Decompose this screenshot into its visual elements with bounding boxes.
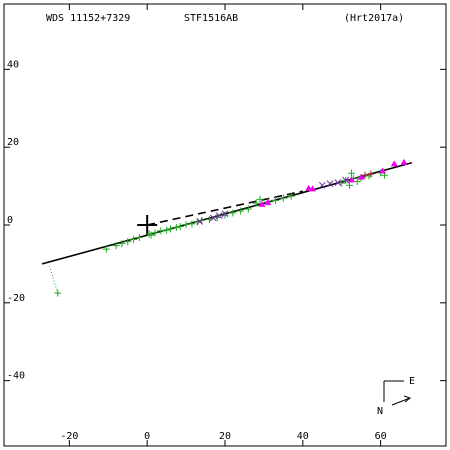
compass: E N <box>377 376 415 417</box>
y-tick-label: -20 <box>7 293 25 304</box>
data-point <box>326 180 334 188</box>
header-name: STF1516AB <box>184 13 238 24</box>
data-point <box>130 235 138 243</box>
compass-east-label: E <box>409 376 415 387</box>
data-point <box>221 210 229 218</box>
data-point <box>244 205 252 213</box>
orbit-lines <box>41 161 412 294</box>
data-point <box>172 223 180 231</box>
data-point <box>54 289 62 297</box>
data-marks <box>54 158 408 297</box>
data-point <box>338 179 346 187</box>
data-point <box>400 158 408 165</box>
axis-ticks: -20 0 20 40 60 -40 -20 0 20 40 <box>4 4 446 446</box>
data-point <box>318 181 326 189</box>
data-point <box>209 214 217 222</box>
data-point <box>379 167 387 174</box>
data-point <box>188 220 196 228</box>
data-point <box>176 223 184 231</box>
data-point <box>357 173 365 180</box>
data-point <box>135 233 143 241</box>
residual-line <box>48 264 59 294</box>
data-point <box>309 185 317 192</box>
data-point <box>229 209 237 217</box>
data-point <box>347 169 355 177</box>
data-point <box>258 200 266 207</box>
data-point <box>163 226 171 234</box>
x-tick-label: 60 <box>375 431 387 442</box>
data-point <box>342 176 349 184</box>
y-tick-label: 40 <box>7 59 19 70</box>
data-point <box>157 227 165 235</box>
data-point <box>361 171 369 179</box>
data-point <box>279 194 287 202</box>
compass-arrowhead-icon <box>403 395 412 403</box>
data-point <box>346 181 354 189</box>
data-point <box>118 240 126 248</box>
y-tick-label: -40 <box>7 371 25 382</box>
data-point <box>151 229 159 237</box>
plot-frame <box>3 3 447 447</box>
data-point <box>112 242 120 250</box>
dashed-line <box>147 190 303 226</box>
data-point <box>221 211 229 219</box>
data-point <box>167 225 175 233</box>
x-tick-label: 20 <box>219 431 231 442</box>
data-point <box>102 245 110 253</box>
compass-north-label: N <box>377 406 383 417</box>
y-tick-label: 0 <box>7 215 13 226</box>
data-point <box>256 195 264 203</box>
data-point <box>237 207 245 215</box>
compass-arrow-icon <box>391 397 411 406</box>
data-point <box>147 231 155 239</box>
data-point <box>390 160 398 167</box>
data-point <box>264 198 272 205</box>
data-point <box>198 216 206 224</box>
data-point <box>215 212 223 220</box>
x-tick-label: 40 <box>297 431 309 442</box>
data-point <box>367 170 375 178</box>
data-point <box>196 218 204 225</box>
data-point <box>347 176 355 183</box>
x-tick-label: 0 <box>144 431 150 442</box>
data-point <box>252 199 260 207</box>
data-point <box>287 192 295 200</box>
data-point <box>124 238 132 246</box>
data-point <box>272 196 280 204</box>
x-tick-label: -20 <box>60 431 78 442</box>
data-point <box>182 221 190 229</box>
data-point <box>353 177 361 185</box>
header-wds: WDS 11152+7329 <box>46 13 130 24</box>
y-tick-label: 20 <box>7 137 19 148</box>
header-ref: (Hrt2017a) <box>344 13 404 24</box>
data-point <box>334 179 342 186</box>
